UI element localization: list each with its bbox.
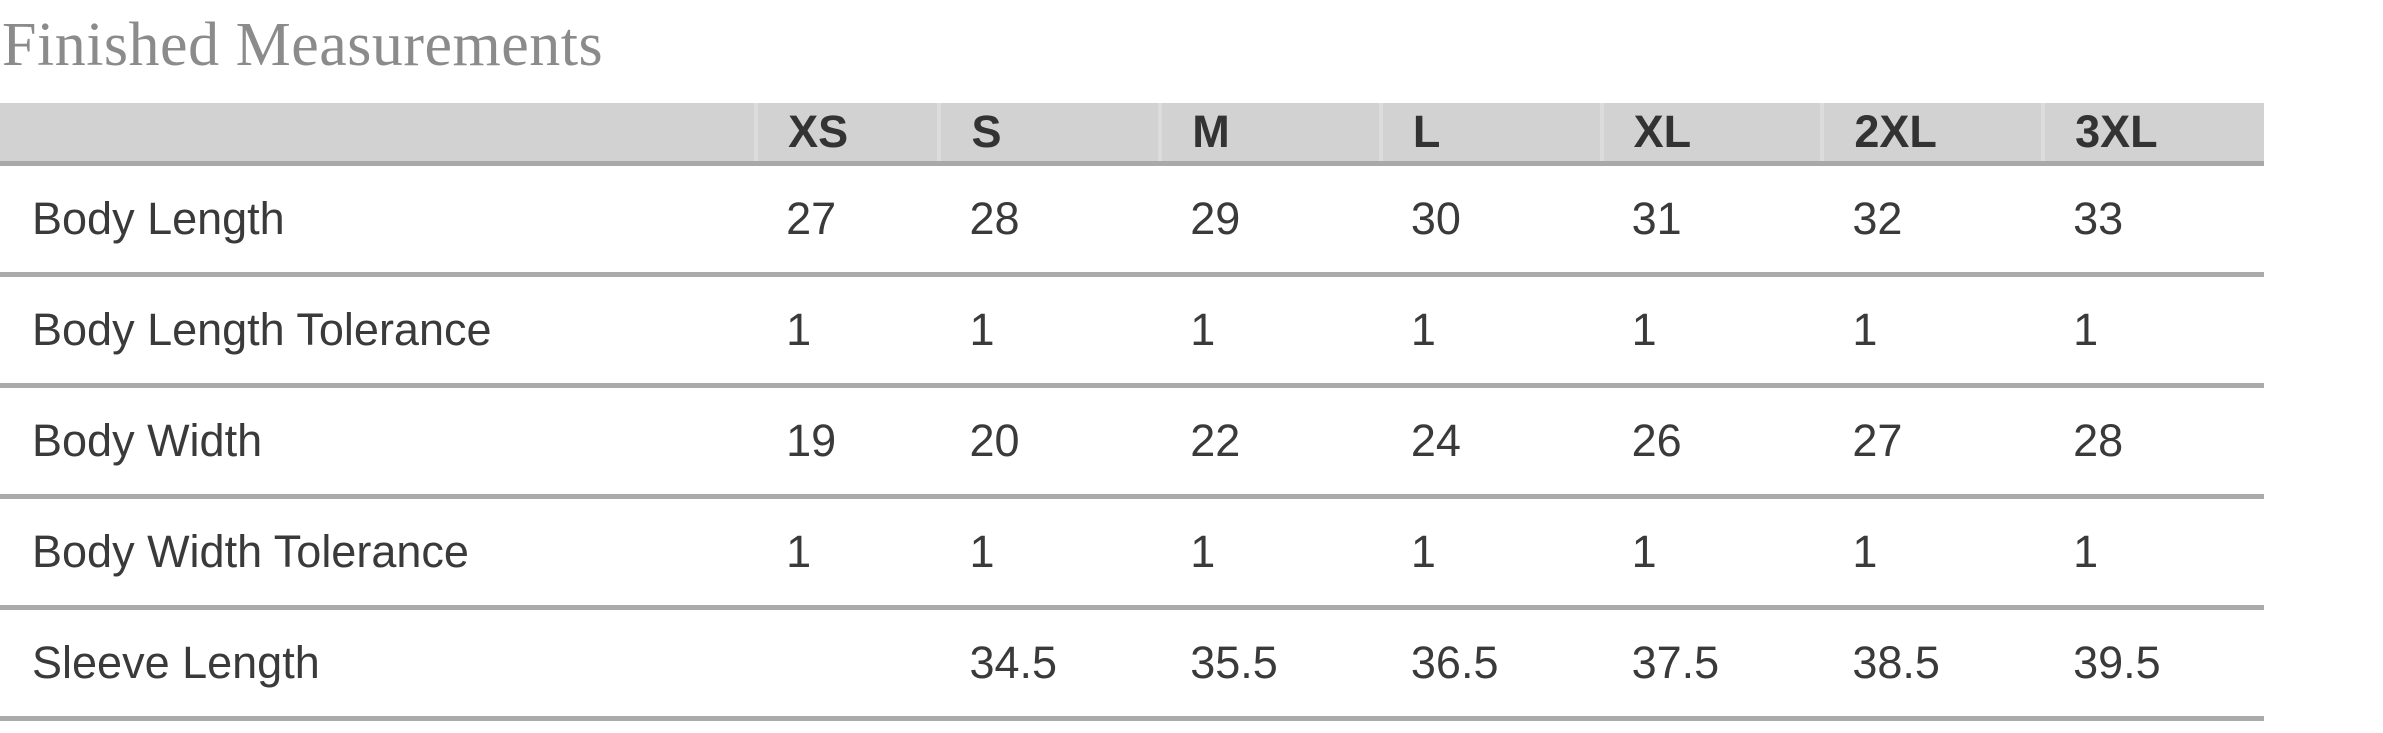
cell-value	[756, 607, 940, 722]
row-label: Body Length	[0, 163, 757, 278]
cell-value: 28	[939, 163, 1161, 278]
table-row-sleeve-length: Sleeve Length 34.5 35.5 36.5 37.5 38.5 3…	[0, 607, 2264, 722]
cell-value: 1	[939, 496, 1161, 611]
cell-value: 20	[939, 385, 1161, 500]
table-row-body-width-tolerance: Body Width Tolerance 1 1 1 1 1 1 1	[0, 496, 2264, 611]
cell-value: 1	[1380, 496, 1602, 611]
size-chart-section: Finished Measurements XS S M L XL 2XL 3X…	[0, 10, 2383, 722]
cell-value: 38.5	[1822, 607, 2044, 722]
cell-value: 36.5	[1380, 607, 1602, 722]
header-cell-xs: XS	[754, 103, 940, 167]
cell-value: 1	[1601, 496, 1823, 611]
header-cell-l: L	[1378, 103, 1602, 167]
header-cell-xl: XL	[1599, 103, 1823, 167]
row-label: Body Width Tolerance	[0, 496, 757, 611]
cell-value: 35.5	[1160, 607, 1381, 722]
cell-value: 1	[939, 274, 1161, 389]
page-title: Finished Measurements	[2, 11, 604, 79]
cell-value: 31	[1601, 163, 1823, 278]
table-body: Body Length 27 28 29 30 31 32 33 Body Le…	[0, 163, 2264, 722]
cell-value: 28	[2043, 385, 2264, 500]
cell-value: 1	[1822, 496, 2044, 611]
cell-value: 29	[1160, 163, 1381, 278]
cell-value: 32	[1822, 163, 2044, 278]
cell-value: 1	[2043, 274, 2264, 389]
cell-value: 37.5	[1601, 607, 1823, 722]
cell-value: 1	[1601, 274, 1823, 389]
cell-value: 27	[756, 163, 940, 278]
cell-value: 34.5	[939, 607, 1161, 722]
row-label: Body Width	[0, 385, 757, 500]
cell-value: 19	[756, 385, 940, 500]
table-header: XS S M L XL 2XL 3XL	[0, 103, 2264, 167]
cell-value: 1	[1380, 274, 1602, 389]
cell-value: 30	[1380, 163, 1602, 278]
cell-value: 1	[1160, 496, 1381, 611]
cell-value: 24	[1380, 385, 1602, 500]
cell-value: 27	[1822, 385, 2044, 500]
table-row-body-width: Body Width 19 20 22 24 26 27 28	[0, 385, 2264, 500]
header-cell-3xl: 3XL	[2041, 103, 2264, 167]
cell-value: 33	[2043, 163, 2264, 278]
cell-value: 1	[1160, 274, 1381, 389]
row-label: Body Length Tolerance	[0, 274, 757, 389]
header-cell-s: S	[937, 103, 1161, 167]
cell-value: 1	[1822, 274, 2044, 389]
table-row-body-length-tolerance: Body Length Tolerance 1 1 1 1 1 1 1	[0, 274, 2264, 389]
table-row-body-length: Body Length 27 28 29 30 31 32 33	[0, 163, 2264, 278]
cell-value: 26	[1601, 385, 1823, 500]
cell-value: 1	[2043, 496, 2264, 611]
table-header-row: XS S M L XL 2XL 3XL	[0, 103, 2264, 167]
row-label: Sleeve Length	[0, 607, 757, 722]
cell-value: 22	[1160, 385, 1381, 500]
header-cell-m: M	[1158, 103, 1381, 167]
cell-value: 1	[756, 274, 940, 389]
finished-measurements-table: XS S M L XL 2XL 3XL Body Length 27 28 29…	[0, 103, 2264, 722]
header-corner-cell	[0, 103, 757, 167]
cell-value: 1	[756, 496, 940, 611]
header-cell-2xl: 2XL	[1820, 103, 2044, 167]
cell-value: 39.5	[2043, 607, 2264, 722]
